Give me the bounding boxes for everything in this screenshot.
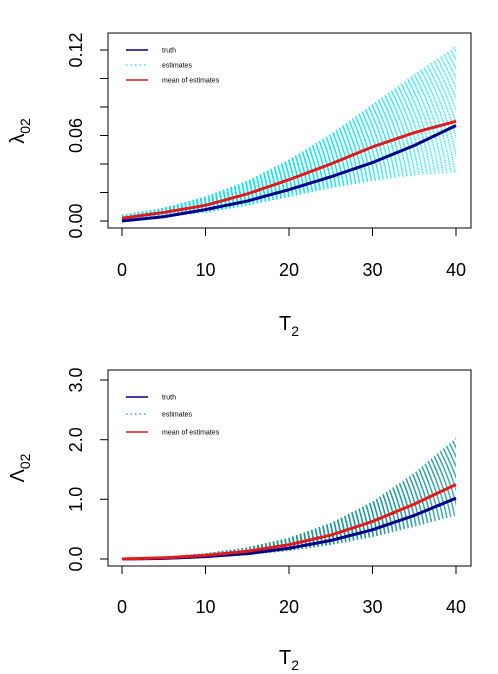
x-tick-label: 30 (362, 597, 382, 617)
estimate-curve (121, 46, 457, 216)
y-tick-label: 0.06 (66, 118, 86, 153)
estimate-curve (121, 163, 457, 222)
y-tick-label: 0.00 (66, 203, 86, 238)
x-tick-label: 20 (279, 260, 299, 280)
estimate-curve (121, 507, 457, 560)
mean-line (121, 119, 457, 220)
x-tick-label: 30 (362, 260, 382, 280)
x-axis-label: T2 (279, 313, 299, 339)
y-tick-label: 0.12 (66, 32, 86, 67)
estimate-curve (121, 503, 457, 560)
truth-line (121, 124, 457, 223)
x-tick-label: 20 (279, 597, 299, 617)
estimate-curve (121, 145, 457, 221)
y-tick-label: 0.0 (66, 546, 86, 571)
panel-bottom: 0 10 20 30 40 0.0 1.0 2.0 3.0 T2 Λ02 tr (7, 367, 472, 673)
legend: truth estimates mean of estimates (126, 48, 220, 85)
estimate-curve (121, 511, 457, 560)
estimate-curve (121, 485, 457, 560)
estimate-curve (121, 115, 457, 219)
x-tick-label: 0 (117, 260, 127, 280)
x-tick-label: 0 (117, 597, 127, 617)
legend: truth estimates mean of estimates (126, 395, 220, 437)
estimate-curve (121, 500, 457, 560)
legend-label-mean: mean of estimates (162, 78, 220, 85)
estimate-curve (121, 486, 457, 560)
y-tick-label: 2.0 (66, 427, 86, 452)
estimate-curve (121, 167, 457, 222)
estimate-curve (121, 96, 457, 219)
estimate-curve (121, 169, 457, 222)
estimates-layer (121, 46, 457, 222)
estimate-curve (121, 513, 457, 560)
estimate-curve (121, 478, 457, 560)
estimate-curve (121, 171, 457, 222)
legend-label-truth: truth (162, 48, 176, 55)
estimate-curve (121, 98, 457, 219)
estimate-curve (121, 100, 457, 219)
legend-label-mean: mean of estimates (162, 430, 220, 437)
estimate-curve (121, 438, 457, 560)
y-axis-label: Λ02 (7, 453, 33, 482)
estimate-curve (121, 514, 457, 560)
estimate-curve (121, 147, 457, 221)
estimate-curve (121, 509, 457, 560)
estimate-curve (121, 86, 457, 218)
estimate-curve (121, 502, 457, 560)
y-axis-label: λ02 (7, 118, 33, 144)
estimate-curve (121, 143, 457, 221)
panel-top: 0 10 20 30 40 0.00 0.06 0.12 T2 λ02 (7, 32, 472, 339)
mean-line (121, 483, 457, 561)
estimate-curve (121, 501, 457, 560)
legend-label-truth: truth (162, 395, 176, 402)
estimate-curve (121, 512, 457, 560)
legend-label-estimates: estimates (162, 412, 192, 419)
x-tick-label: 40 (446, 260, 466, 280)
estimates-layer (121, 438, 457, 560)
legend-label-estimates: estimates (162, 63, 192, 70)
estimate-curve (121, 508, 457, 560)
x-tick-label: 40 (446, 597, 466, 617)
estimate-curve (121, 165, 457, 222)
x-tick-label: 10 (195, 260, 215, 280)
y-tick-label: 1.0 (66, 487, 86, 512)
estimate-curve (121, 506, 457, 560)
estimate-curve (121, 111, 457, 219)
y-tick-label: 3.0 (66, 367, 86, 392)
x-axis-label: T2 (279, 647, 299, 673)
estimate-curve (121, 91, 457, 218)
x-tick-label: 10 (195, 597, 215, 617)
